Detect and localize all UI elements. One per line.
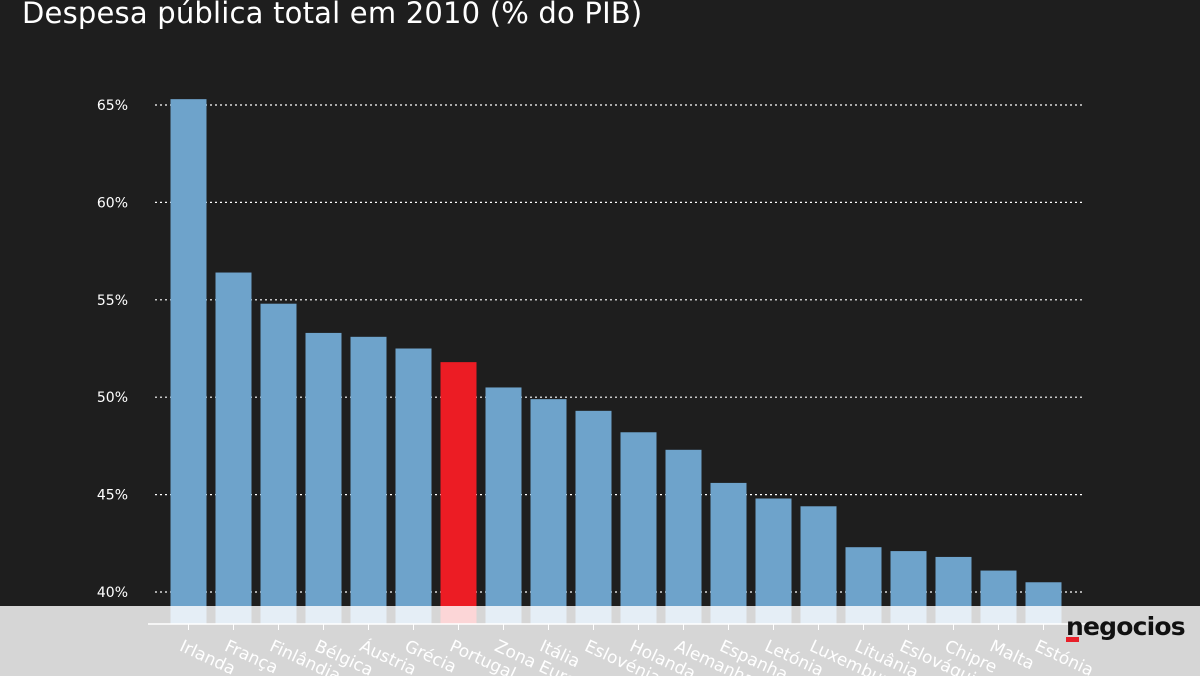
bar <box>440 362 477 624</box>
bar <box>215 272 252 624</box>
chart-title: Despesa pública total em 2010 (% do PIB) <box>22 0 643 30</box>
bar <box>575 410 612 624</box>
y-tick-label: 45% <box>97 488 128 504</box>
bar <box>755 498 792 624</box>
y-tick-label: 60% <box>97 195 128 211</box>
brand-mark <box>1066 637 1079 642</box>
bottom-band <box>0 606 1200 676</box>
brand-logo: negocios <box>1066 612 1186 641</box>
bar <box>800 506 837 624</box>
bar <box>305 332 342 624</box>
bar <box>395 348 432 624</box>
bar <box>260 303 297 624</box>
y-tick-label: 40% <box>97 585 128 601</box>
bar <box>710 482 747 624</box>
bar <box>665 449 702 624</box>
bar <box>530 399 567 624</box>
y-tick-label: 65% <box>97 98 128 114</box>
bar <box>170 99 207 624</box>
bar <box>620 432 657 624</box>
y-tick-label: 55% <box>97 293 128 309</box>
bar <box>350 336 387 624</box>
bar <box>485 387 522 624</box>
y-tick-label: 50% <box>97 390 128 406</box>
